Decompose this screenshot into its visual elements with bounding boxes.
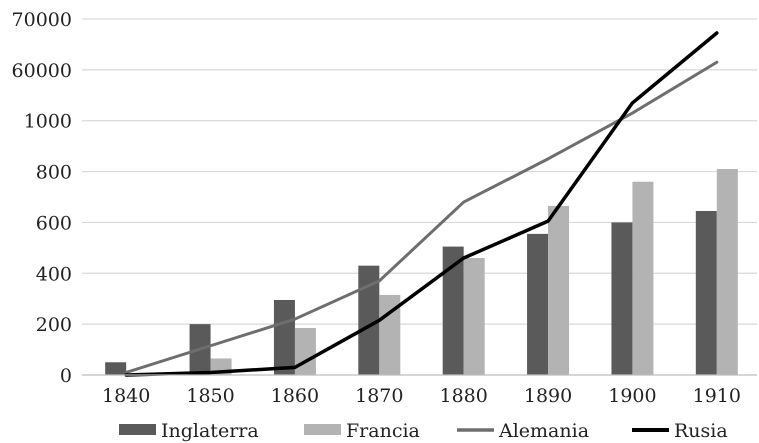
bar-inglaterra-1840	[105, 362, 127, 375]
y-tick-label: 1000	[24, 111, 72, 133]
legend-swatch-inglaterra	[119, 424, 156, 435]
y-tick-label: 800	[36, 162, 72, 184]
bar-series	[105, 169, 738, 375]
y-axis-tick-labels: 0 200 400 600 800 1000 60000 70000	[12, 9, 72, 387]
y-tick-label: 200	[36, 314, 72, 336]
bar-francia-1900	[632, 181, 654, 375]
y-tick-label: 600	[36, 212, 72, 234]
bar-inglaterra-1890	[527, 233, 549, 375]
legend-label-francia: Francia	[346, 420, 420, 442]
x-tick-label: 1910	[693, 385, 741, 407]
line-series	[124, 31, 719, 377]
bar-inglaterra-1880	[442, 246, 464, 375]
bar-francia-1860	[294, 327, 316, 375]
legend: Inglaterra Francia Alemania Rusia	[119, 420, 728, 442]
y-tick-label: 60000	[12, 60, 72, 82]
gridlines	[82, 18, 757, 325]
x-tick-label: 1860	[271, 385, 319, 407]
bar-inglaterra-1900	[611, 222, 633, 375]
legend-label-rusia: Rusia	[674, 420, 728, 442]
line-rusia	[124, 31, 719, 377]
x-tick-label: 1870	[355, 385, 403, 407]
bar-inglaterra-1860	[273, 299, 295, 375]
bar-inglaterra-1910	[695, 210, 717, 375]
x-tick-label: 1890	[524, 385, 572, 407]
bar-francia-1890	[548, 205, 570, 375]
bar-francia-1910	[716, 169, 738, 375]
bar-inglaterra-1870	[358, 265, 380, 375]
legend-swatch-francia	[304, 424, 341, 435]
y-tick-label: 70000	[12, 9, 72, 31]
x-tick-label: 1880	[440, 385, 488, 407]
legend-label-inglaterra: Inglaterra	[161, 420, 259, 442]
y-tick-label: 400	[36, 263, 72, 285]
bar-francia-1880	[463, 258, 485, 375]
y-tick-label: 0	[60, 365, 72, 387]
x-tick-label: 1840	[102, 385, 150, 407]
x-tick-label: 1850	[186, 385, 234, 407]
x-tick-label: 1900	[608, 385, 656, 407]
x-axis-tick-labels: 1840 1850 1860 1870 1880 1890 1900 1910	[102, 385, 741, 407]
legend-label-alemania: Alemania	[498, 420, 589, 442]
